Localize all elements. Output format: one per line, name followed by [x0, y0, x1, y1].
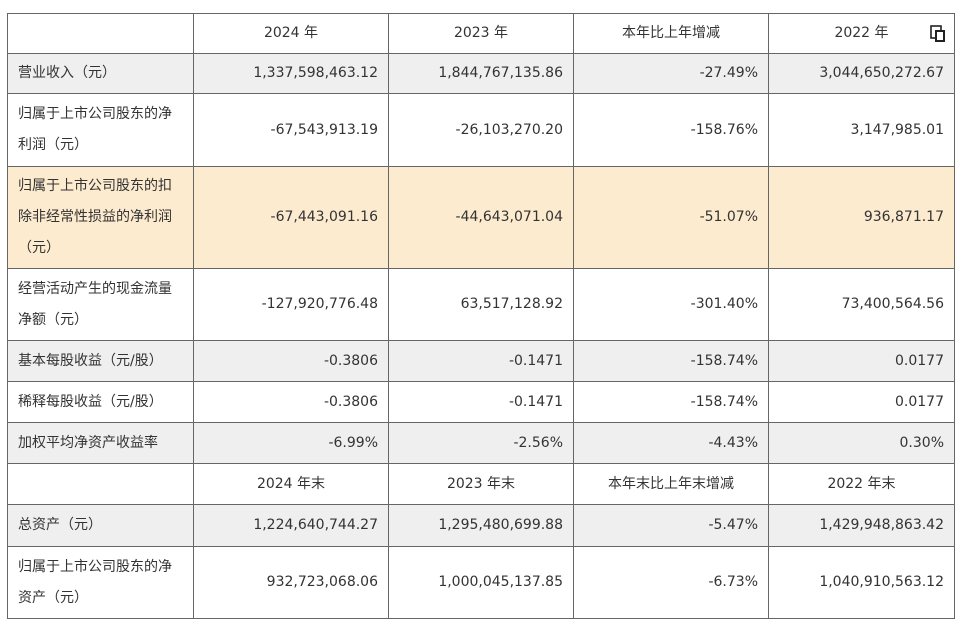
value-2024: 1,337,598,463.12	[193, 53, 389, 94]
value-2024: -0.3806	[193, 340, 389, 382]
value-2023: -0.1471	[388, 340, 574, 382]
value-2024: -67,543,913.19	[193, 93, 389, 167]
value-2023: -44,643,071.04	[388, 166, 574, 269]
value-change: -158.74%	[573, 340, 769, 382]
value-2024: -127,920,776.48	[193, 268, 389, 341]
value-2023: -26,103,270.20	[388, 93, 574, 167]
value-2024: -6.99%	[193, 422, 389, 464]
header-2024: 2024 年	[193, 13, 389, 54]
value-2023: 1,295,480,699.88	[388, 504, 574, 547]
value-2022: 73,400,564.56	[768, 268, 955, 341]
value-2024: -67,443,091.16	[193, 166, 389, 269]
copy-icon[interactable]	[930, 24, 946, 42]
table-row: 归属于上市公司股东的净资产（元） 932,723,068.06 1,000,04…	[7, 546, 955, 619]
row-label: 经营活动产生的现金流量净额（元）	[7, 268, 194, 341]
value-change: -158.76%	[573, 93, 769, 167]
row-label: 基本每股收益（元/股）	[7, 340, 194, 382]
table-row: 归属于上市公司股东的净利润（元） -67,543,913.19 -26,103,…	[7, 93, 955, 167]
table-row: 总资产（元） 1,224,640,744.27 1,295,480,699.88…	[7, 504, 955, 547]
row-label: 稀释每股收益（元/股）	[7, 381, 194, 423]
value-2022: 0.0177	[768, 381, 955, 423]
row-label: 归属于上市公司股东的扣除非经常性损益的净利润（元）	[7, 166, 194, 269]
value-change: -5.47%	[573, 504, 769, 547]
value-change: -4.43%	[573, 422, 769, 464]
table-row: 经营活动产生的现金流量净额（元） -127,920,776.48 63,517,…	[7, 268, 955, 341]
value-2023: -2.56%	[388, 422, 574, 464]
value-2024: 932,723,068.06	[193, 546, 389, 619]
row-label: 加权平均净资产收益率	[7, 422, 194, 464]
value-2024: -0.3806	[193, 381, 389, 423]
row-label: 营业收入（元）	[7, 53, 194, 94]
header-2022-cell: 2022 年	[768, 13, 955, 54]
value-2022: 1,040,910,563.12	[768, 546, 955, 619]
value-change: -51.07%	[573, 166, 769, 269]
value-2022: 1,429,948,863.42	[768, 504, 955, 547]
value-2022: 0.0177	[768, 340, 955, 382]
value-2023: 63,517,128.92	[388, 268, 574, 341]
header-empty	[7, 13, 194, 54]
table-row-highlighted: 归属于上市公司股东的扣除非经常性损益的净利润（元） -67,443,091.16…	[7, 166, 955, 269]
value-change: -27.49%	[573, 53, 769, 94]
value-2023: -0.1471	[388, 381, 574, 423]
table-header-row-2: 2024 年末 2023 年末 本年末比上年末增减 2022 年末	[7, 463, 955, 505]
value-2023: 1,844,767,135.86	[388, 53, 574, 94]
value-change: -301.40%	[573, 268, 769, 341]
table-row: 加权平均净资产收益率 -6.99% -2.56% -4.43% 0.30%	[7, 422, 955, 464]
value-2022: 3,044,650,272.67	[768, 53, 955, 94]
header-2023-end: 2023 年末	[388, 463, 574, 505]
value-2023: 1,000,045,137.85	[388, 546, 574, 619]
header-2024-end: 2024 年末	[193, 463, 389, 505]
header-2022: 2022 年	[834, 25, 889, 41]
value-change: -6.73%	[573, 546, 769, 619]
value-2024: 1,224,640,744.27	[193, 504, 389, 547]
value-2022: 0.30%	[768, 422, 955, 464]
row-label: 总资产（元）	[7, 504, 194, 547]
header-2022-end: 2022 年末	[768, 463, 955, 505]
table-row: 稀释每股收益（元/股） -0.3806 -0.1471 -158.74% 0.0…	[7, 381, 955, 423]
row-label: 归属于上市公司股东的净利润（元）	[7, 93, 194, 167]
table-header-row: 2024 年 2023 年 本年比上年增减 2022 年	[7, 13, 955, 54]
table-row: 营业收入（元） 1,337,598,463.12 1,844,767,135.8…	[7, 53, 955, 94]
value-change: -158.74%	[573, 381, 769, 423]
header-empty	[7, 463, 194, 505]
row-label: 归属于上市公司股东的净资产（元）	[7, 546, 194, 619]
financial-table: 2024 年 2023 年 本年比上年增减 2022 年 营业收入（元）	[7, 13, 955, 619]
header-change-end: 本年末比上年末增减	[573, 463, 769, 505]
value-2022: 3,147,985.01	[768, 93, 955, 167]
table-row: 基本每股收益（元/股） -0.3806 -0.1471 -158.74% 0.0…	[7, 340, 955, 382]
header-change: 本年比上年增减	[573, 13, 769, 54]
header-2023: 2023 年	[388, 13, 574, 54]
value-2022: 936,871.17	[768, 166, 955, 269]
